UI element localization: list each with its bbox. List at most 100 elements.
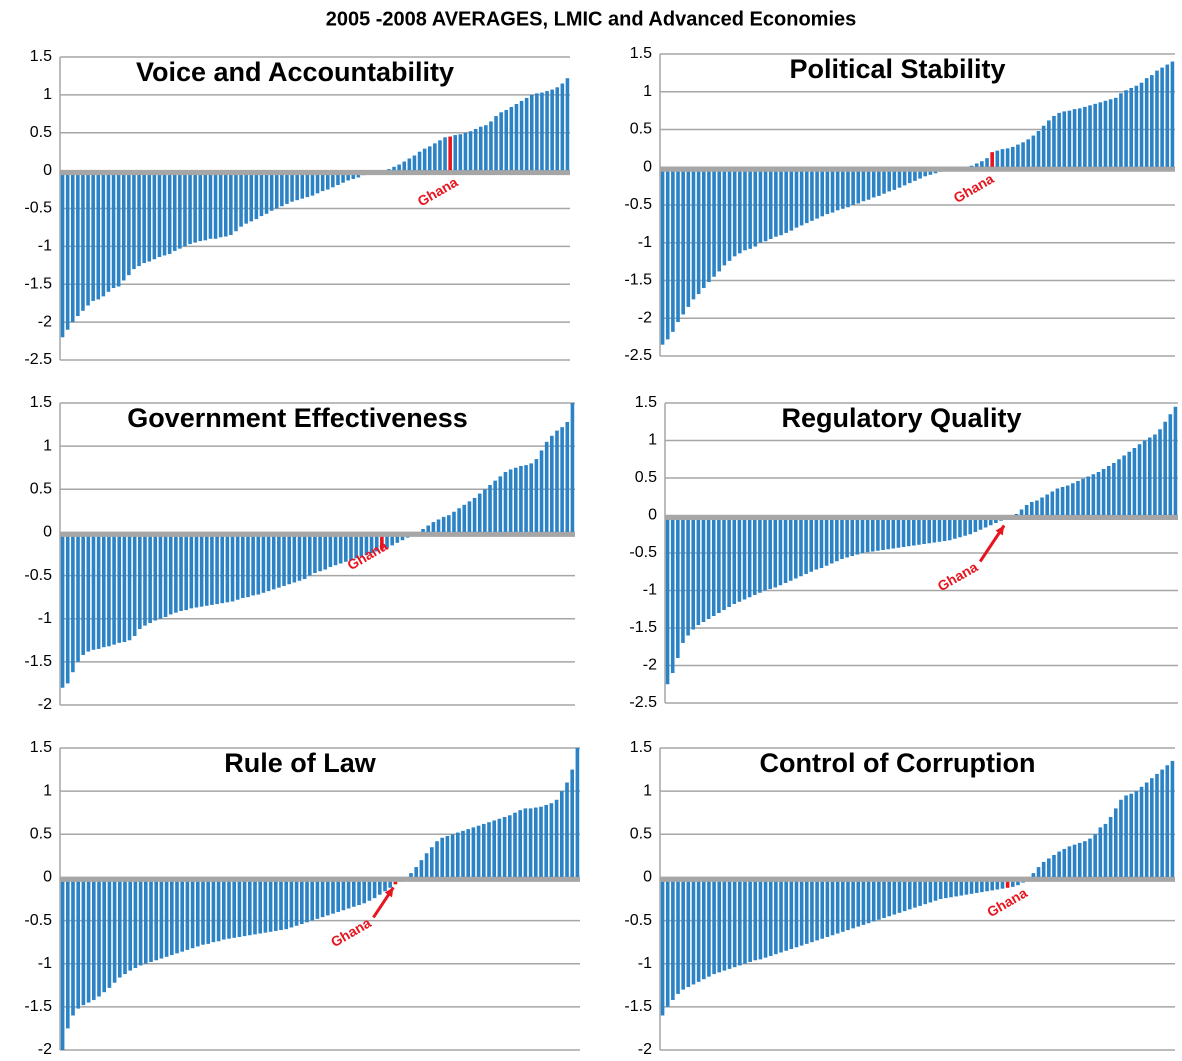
bar: [96, 170, 101, 300]
bar: [758, 167, 763, 243]
bar: [190, 877, 195, 949]
bar: [1122, 455, 1126, 516]
bar: [774, 167, 778, 237]
bar: [980, 161, 984, 168]
bar: [107, 877, 112, 988]
bar: [123, 877, 127, 975]
bar: [1083, 841, 1087, 878]
bar: [489, 121, 493, 171]
bar: [742, 515, 747, 600]
bar: [220, 532, 225, 604]
bar: [799, 877, 804, 946]
bar: [336, 170, 340, 186]
bar: [328, 532, 333, 567]
bar: [784, 167, 788, 233]
bar: [1129, 87, 1134, 168]
bar: [266, 532, 271, 592]
bar: [686, 515, 690, 636]
bar: [696, 877, 701, 982]
bar: [830, 167, 835, 213]
y-tick-label: -2: [38, 696, 52, 713]
bar: [660, 877, 665, 1016]
y-tick-label: 1.5: [30, 394, 52, 411]
bar: [896, 515, 901, 548]
bar: [483, 489, 487, 533]
bar: [254, 170, 259, 220]
bar: [263, 877, 268, 933]
bar: [670, 515, 675, 673]
bar: [804, 515, 808, 574]
bar: [1052, 854, 1056, 878]
bar: [414, 867, 419, 878]
bar: [969, 877, 974, 894]
bar: [799, 515, 803, 577]
bar: [768, 515, 772, 589]
bar: [876, 515, 880, 551]
bar: [481, 823, 486, 878]
bar: [349, 532, 353, 561]
bar: [76, 877, 81, 1009]
bar: [256, 532, 261, 595]
bar: [76, 170, 80, 317]
bar: [1098, 102, 1103, 168]
bar: [722, 515, 726, 610]
bar: [1113, 97, 1118, 168]
bar: [1144, 782, 1149, 878]
bar: [1029, 502, 1034, 516]
y-tick-label: -1: [638, 234, 652, 251]
bar: [1153, 434, 1157, 516]
bar: [1005, 148, 1010, 168]
bar: [717, 877, 722, 973]
y-tick-label: 0.5: [30, 481, 52, 498]
bar: [503, 472, 508, 533]
bar: [323, 532, 328, 570]
bar: [743, 877, 747, 964]
bar: [707, 877, 711, 977]
bar: [132, 532, 137, 636]
y-tick-label: 0.5: [30, 826, 52, 843]
bar: [923, 877, 928, 905]
bar: [333, 532, 338, 566]
bar: [1067, 846, 1072, 878]
bar: [758, 515, 762, 593]
bar: [927, 515, 931, 544]
bar: [1101, 469, 1106, 516]
bar: [331, 170, 335, 188]
y-tick-label: -1: [643, 582, 657, 599]
bar: [575, 748, 580, 878]
y-tick-label: -0.5: [629, 544, 657, 561]
bar: [922, 515, 926, 544]
bar: [346, 170, 350, 181]
bar: [1160, 67, 1164, 168]
bar: [102, 877, 107, 993]
bar: [472, 497, 477, 533]
bar: [223, 170, 228, 237]
bar: [229, 170, 233, 236]
bar: [227, 877, 231, 939]
bar: [450, 834, 455, 878]
bar: [846, 877, 850, 931]
y-tick-label: 1: [643, 83, 652, 100]
bar: [117, 877, 122, 978]
bar: [660, 167, 665, 345]
bar: [504, 110, 509, 171]
bar: [493, 480, 497, 533]
bar: [60, 877, 65, 1050]
bar: [407, 158, 412, 171]
bar: [232, 877, 237, 938]
bar: [458, 134, 463, 171]
bar: [377, 877, 382, 895]
bar: [1052, 115, 1056, 168]
bar: [560, 427, 564, 533]
bar: [194, 532, 199, 608]
bar: [1129, 793, 1134, 878]
bar: [835, 515, 839, 562]
bar: [336, 877, 341, 912]
bar: [932, 515, 937, 543]
bar: [1163, 421, 1167, 516]
bar: [70, 170, 75, 323]
y-tick-label: -2: [38, 1041, 52, 1058]
y-tick-label: 0.5: [630, 826, 652, 843]
bar: [681, 167, 685, 315]
bar: [681, 515, 685, 643]
